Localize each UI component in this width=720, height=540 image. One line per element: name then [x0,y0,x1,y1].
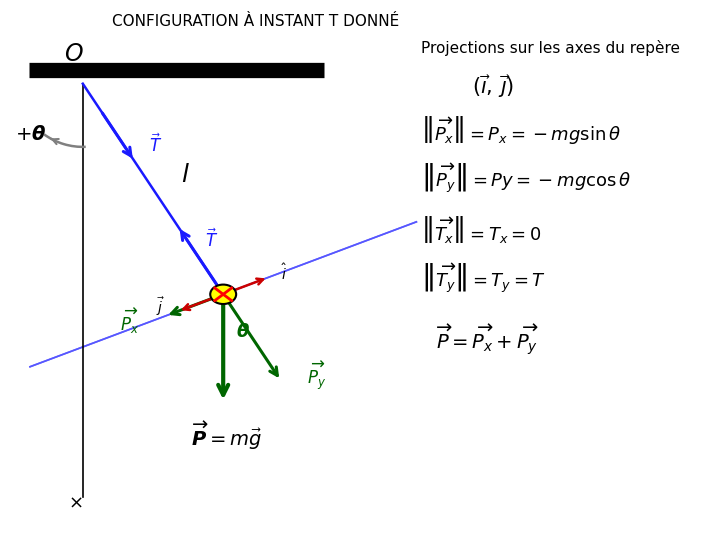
Text: $\times$: $\times$ [68,493,83,511]
Text: $\left\|\overrightarrow{P_y}\right\| = Py = -mg\cos\theta$: $\left\|\overrightarrow{P_y}\right\| = P… [421,161,631,195]
Circle shape [210,285,236,304]
Text: $\left\|\overrightarrow{T_x}\right\| = T_x = 0$: $\left\|\overrightarrow{T_x}\right\| = T… [421,214,541,245]
Text: $(\vec{\imath},\,\vec{\jmath})$: $(\vec{\imath},\,\vec{\jmath})$ [472,73,514,100]
Text: $\overrightarrow{P} = \overrightarrow{P_x} + \overrightarrow{P_y}$: $\overrightarrow{P} = \overrightarrow{P_… [436,323,538,357]
Text: $\overrightarrow{\boldsymbol{P}}=m\vec{g}$: $\overrightarrow{\boldsymbol{P}}=m\vec{g… [192,420,262,452]
Text: $+\boldsymbol{\theta}$: $+\boldsymbol{\theta}$ [15,125,47,145]
Text: Projections sur les axes du repère: Projections sur les axes du repère [421,40,680,57]
Text: $\overrightarrow{P_x}$: $\overrightarrow{P_x}$ [120,307,139,336]
Text: $\boldsymbol{\mathit{O}}$: $\boldsymbol{\mathit{O}}$ [64,42,84,66]
Text: $\left\|\overrightarrow{P_x}\right\| = P_x = -mg\sin\theta$: $\left\|\overrightarrow{P_x}\right\| = P… [421,113,621,146]
Text: $\boldsymbol{\mathit{l}}$: $\boldsymbol{\mathit{l}}$ [181,164,190,187]
Text: $\boldsymbol{\theta}$: $\boldsymbol{\theta}$ [236,323,251,341]
Text: $\vec{T}$: $\vec{T}$ [149,133,163,156]
Text: $\hat{i}$: $\hat{i}$ [281,263,287,283]
Text: $\vec{T}$: $\vec{T}$ [205,229,218,251]
Text: $\left\|\overrightarrow{T_y}\right\| = T_y = T$: $\left\|\overrightarrow{T_y}\right\| = T… [421,261,546,295]
Text: $\overrightarrow{P_y}$: $\overrightarrow{P_y}$ [307,359,326,392]
Text: CONFIGURATION À INSTANT T DONNÉ: CONFIGURATION À INSTANT T DONNÉ [112,14,399,29]
Text: $\vec{j}$: $\vec{j}$ [156,295,164,318]
